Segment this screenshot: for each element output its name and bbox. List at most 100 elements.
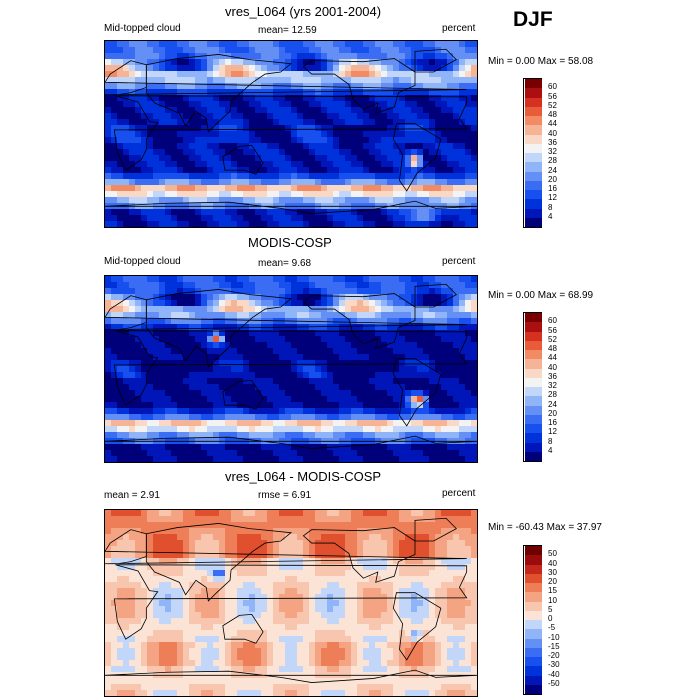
field-cell <box>255 408 262 415</box>
field-cell <box>273 47 280 54</box>
field-cell <box>339 149 346 156</box>
field-cell <box>285 606 292 613</box>
field-cell <box>219 209 226 216</box>
field-cell <box>309 137 316 144</box>
field-cell <box>351 588 358 595</box>
field-cell <box>471 450 477 457</box>
field-cell <box>429 294 436 301</box>
field-cell <box>255 444 262 451</box>
field-cell <box>309 378 316 385</box>
field-cell <box>465 294 472 301</box>
field-cell <box>129 516 136 523</box>
field-cell <box>147 600 154 607</box>
field-cell <box>225 65 232 72</box>
field-cell <box>111 294 118 301</box>
field-cell <box>303 348 310 355</box>
field-cell <box>339 510 346 517</box>
field-cell <box>159 540 166 547</box>
field-cell <box>339 540 346 547</box>
field-cell <box>117 552 124 559</box>
field-cell <box>399 89 406 96</box>
field-cell <box>285 197 292 204</box>
field-cell <box>423 528 430 535</box>
field-cell <box>453 552 460 559</box>
field-cell <box>339 552 346 559</box>
field-cell <box>363 582 370 589</box>
field-cell <box>453 125 460 132</box>
field-cell <box>159 95 166 102</box>
field-cell <box>165 149 172 156</box>
field-cell <box>309 432 316 439</box>
field-cell <box>351 522 358 529</box>
field-cell <box>315 65 322 72</box>
field-cell <box>195 137 202 144</box>
field-cell <box>279 390 286 397</box>
field-cell <box>249 125 256 132</box>
field-cell <box>117 534 124 541</box>
field-cell <box>261 41 268 48</box>
field-cell <box>333 606 340 613</box>
field-cell <box>261 600 268 607</box>
field-cell <box>201 516 208 523</box>
field-cell <box>249 330 256 337</box>
field-cell <box>183 173 190 180</box>
field-cell <box>117 540 124 547</box>
field-cell <box>189 306 196 313</box>
field-cell <box>357 564 364 571</box>
field-cell <box>171 606 178 613</box>
field-cell <box>147 450 154 457</box>
field-cell <box>303 360 310 367</box>
field-cell <box>291 215 298 222</box>
field-cell <box>465 330 472 337</box>
field-cell <box>459 450 466 457</box>
field-cell <box>357 179 364 186</box>
field-cell <box>339 564 346 571</box>
field-cell <box>183 564 190 571</box>
field-cell <box>255 336 262 343</box>
field-cell <box>201 588 208 595</box>
field-cell <box>147 546 154 553</box>
field-cell <box>435 516 442 523</box>
field-cell <box>237 300 244 307</box>
field-cell <box>117 354 124 361</box>
field-cell <box>201 510 208 517</box>
field-cell <box>387 113 394 120</box>
field-cell <box>279 179 286 186</box>
field-cell <box>153 143 160 150</box>
field-cell <box>429 107 436 114</box>
field-cell <box>453 330 460 337</box>
field-cell <box>345 185 352 192</box>
field-cell <box>321 300 328 307</box>
field-cell <box>105 558 112 565</box>
field-cell <box>381 510 388 517</box>
field-cell <box>357 107 364 114</box>
field-cell <box>411 173 418 180</box>
field-cell <box>213 414 220 421</box>
field-cell <box>465 444 472 451</box>
field-cell <box>423 546 430 553</box>
field-cell <box>177 390 184 397</box>
field-cell <box>291 221 298 227</box>
field-cell <box>279 336 286 343</box>
field-cell <box>165 378 172 385</box>
field-cell <box>267 600 274 607</box>
field-cell <box>195 318 202 325</box>
field-cell <box>321 342 328 349</box>
field-cell <box>291 522 298 529</box>
field-cell <box>147 131 154 138</box>
field-cell <box>207 53 214 60</box>
field-cell <box>255 131 262 138</box>
field-cell <box>117 324 124 331</box>
field-cell <box>435 209 442 216</box>
field-cell <box>447 125 454 132</box>
field-cell <box>111 306 118 313</box>
field-cell <box>429 540 436 547</box>
field-cell <box>117 83 124 90</box>
field-cell <box>255 209 262 216</box>
field-cell <box>183 390 190 397</box>
field-cell <box>297 77 304 84</box>
field-cell <box>309 131 316 138</box>
field-cell <box>303 191 310 198</box>
field-cell <box>219 125 226 132</box>
field-cell <box>255 450 262 457</box>
